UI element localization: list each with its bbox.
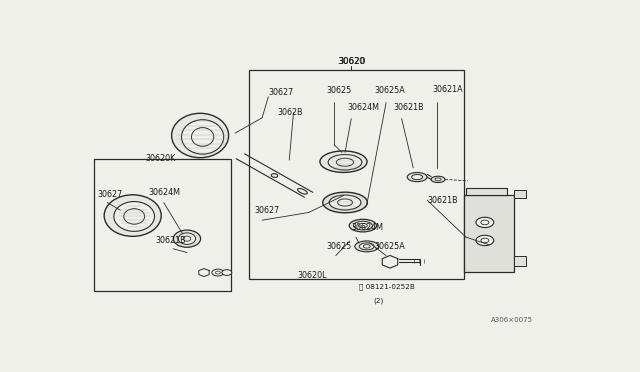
Ellipse shape <box>336 158 354 166</box>
Bar <box>94 158 231 291</box>
Ellipse shape <box>172 113 228 158</box>
Ellipse shape <box>431 176 445 183</box>
Circle shape <box>476 235 494 246</box>
Circle shape <box>212 269 224 276</box>
Circle shape <box>222 270 232 275</box>
Ellipse shape <box>358 224 367 228</box>
Ellipse shape <box>407 173 427 182</box>
Ellipse shape <box>124 209 145 224</box>
Ellipse shape <box>323 192 367 213</box>
Text: 30625: 30625 <box>326 242 352 251</box>
Text: 30625: 30625 <box>326 86 352 95</box>
Text: 30620L: 30620L <box>297 271 326 280</box>
Bar <box>514 190 526 198</box>
Ellipse shape <box>179 233 196 244</box>
Ellipse shape <box>183 236 191 241</box>
Ellipse shape <box>298 189 307 194</box>
Ellipse shape <box>182 120 224 154</box>
Text: 30624M: 30624M <box>148 188 180 197</box>
Text: 30620K: 30620K <box>146 154 176 163</box>
Text: 30624M: 30624M <box>351 224 383 232</box>
Text: 30627: 30627 <box>97 190 122 199</box>
Ellipse shape <box>412 174 422 180</box>
Ellipse shape <box>328 154 362 170</box>
Text: Ⓑ 08121-0252B: Ⓑ 08121-0252B <box>359 284 415 291</box>
Ellipse shape <box>114 202 154 231</box>
Ellipse shape <box>349 219 376 232</box>
Text: 30625A: 30625A <box>374 242 405 251</box>
Circle shape <box>476 217 494 228</box>
Ellipse shape <box>338 199 353 206</box>
Bar <box>466 187 507 195</box>
Text: A306×0075: A306×0075 <box>491 317 532 323</box>
Ellipse shape <box>353 221 372 230</box>
Ellipse shape <box>271 174 278 177</box>
Text: 3062B: 3062B <box>278 108 303 117</box>
Circle shape <box>481 220 489 225</box>
Text: 30621B: 30621B <box>394 103 424 112</box>
Ellipse shape <box>320 151 367 172</box>
Circle shape <box>481 238 489 243</box>
Circle shape <box>216 271 220 274</box>
Ellipse shape <box>355 241 379 252</box>
Bar <box>463 195 514 272</box>
Text: 30627: 30627 <box>254 206 280 215</box>
Ellipse shape <box>435 178 441 181</box>
Text: 30621B: 30621B <box>155 237 186 246</box>
Bar <box>514 256 526 266</box>
Ellipse shape <box>364 245 370 248</box>
Text: 30625A: 30625A <box>374 86 405 95</box>
Ellipse shape <box>329 195 361 210</box>
Text: 30621A: 30621A <box>433 85 463 94</box>
Ellipse shape <box>104 195 161 236</box>
Ellipse shape <box>191 128 214 146</box>
Ellipse shape <box>173 230 200 247</box>
Bar <box>249 70 463 279</box>
Text: 30620: 30620 <box>337 57 365 66</box>
Ellipse shape <box>359 243 374 250</box>
Text: 30624M: 30624M <box>348 103 380 112</box>
Text: 30627: 30627 <box>268 88 294 97</box>
Text: 30620: 30620 <box>338 57 365 66</box>
Text: 30621B: 30621B <box>428 196 458 205</box>
Text: (2): (2) <box>373 297 383 304</box>
